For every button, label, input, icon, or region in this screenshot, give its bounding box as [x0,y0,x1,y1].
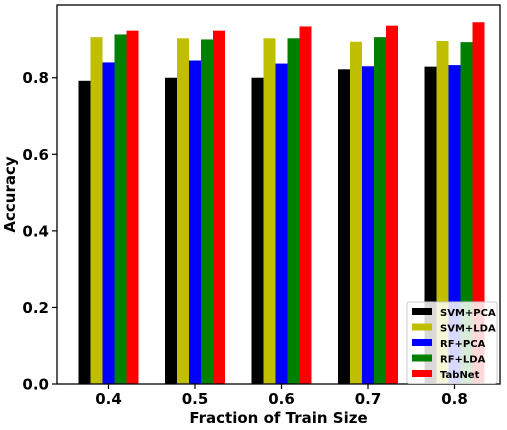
bar-svm-lda-0.6 [263,38,276,384]
bar-svm-lda-0.7 [350,41,362,384]
bar-tabnet-0.6 [299,26,312,384]
legend-label: SVM+PCA [440,308,496,319]
x-tick-label: 0.8 [441,390,468,408]
x-axis-label: Fraction of Train Size [189,409,367,427]
legend-label: RF+PCA [440,339,486,350]
x-axis: 0.4 0.5 0.6 0.7 0.8 [95,384,468,408]
bar-tabnet-0.5 [213,30,225,384]
bar-svm-pca-0.5 [165,77,177,385]
bar-svm-pca-0.7 [338,69,350,384]
bar-rf-lda-0.8 [460,42,473,385]
legend-swatch-svm-pca [412,308,432,315]
bar-rf-pca-0.7 [362,66,374,384]
bar-rf-pca-0.6 [275,63,288,385]
bar-tabnet-0.8 [472,22,485,385]
y-tick-label: 0.4 [22,222,49,240]
bar-tabnet-0.4 [126,30,139,384]
bar-rf-pca-0.5 [189,60,201,384]
x-tick-label: 0.7 [355,390,382,408]
y-tick-label: 0.0 [22,376,49,394]
legend: SVM+PCA SVM+LDA RF+PCA RF+LDA TabNet [406,301,498,384]
y-tick-label: 0.6 [22,146,49,164]
bar-rf-pca-0.4 [102,62,115,384]
legend-swatch-rf-lda [412,354,432,362]
bar-rf-lda-0.6 [287,38,300,384]
bar-svm-lda-0.5 [177,38,189,384]
bar-svm-pca-0.6 [251,77,264,385]
bar-svm-lda-0.8 [436,40,449,384]
legend-swatch-rf-pca [412,339,432,346]
bar-tabnet-0.7 [386,25,398,384]
x-tick-label: 0.4 [95,390,122,408]
y-tick-label: 0.8 [22,69,49,87]
bar-rf-lda-0.5 [201,39,213,385]
legend-swatch-svm-lda [412,323,432,331]
plot-frame [56,4,501,385]
bar-rf-lda-0.4 [114,34,127,384]
bar-svm-pca-0.4 [78,80,91,385]
bar-rf-lda-0.7 [374,37,386,384]
legend-label: RF+LDA [440,355,486,366]
legend-label: SVM+LDA [440,324,496,335]
y-axis: 0.0 0.2 0.4 0.6 0.8 [22,69,57,394]
y-tick-label: 0.2 [22,299,49,317]
x-tick-label: 0.6 [268,390,295,408]
legend-label: TabNet [440,370,480,381]
legend-box [406,301,498,384]
legend-swatch-tabnet [412,370,432,377]
bar-svm-lda-0.4 [90,37,103,384]
x-tick-label: 0.5 [182,390,209,408]
y-axis-label: Accuracy [1,156,19,232]
